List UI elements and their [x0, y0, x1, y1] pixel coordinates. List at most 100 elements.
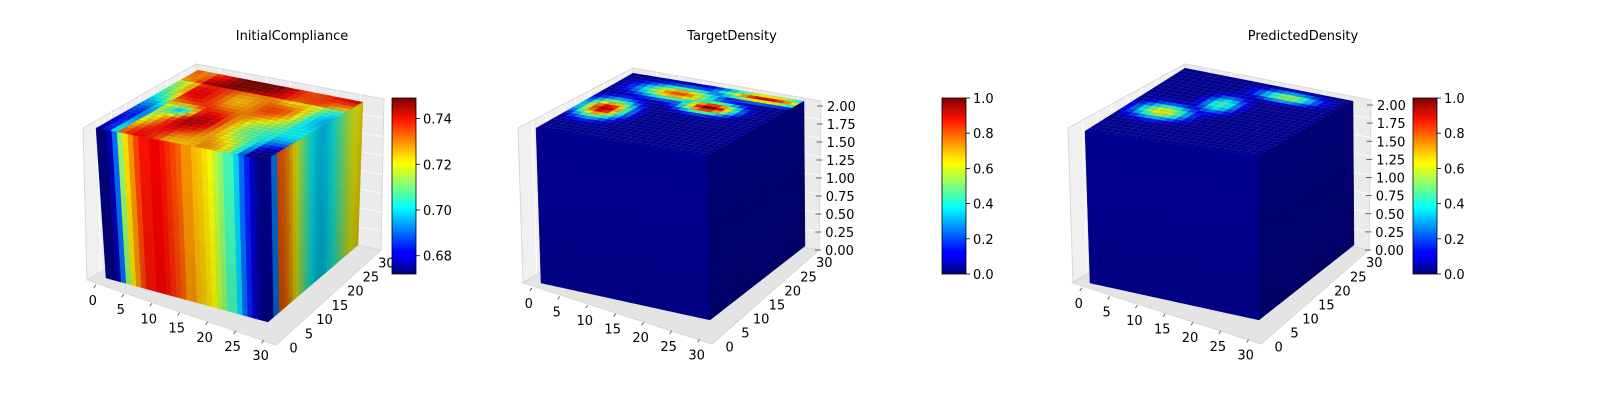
voxel-front [228, 168, 235, 187]
voxel-front [235, 233, 242, 252]
voxel-right [310, 191, 314, 210]
voxel-right [301, 166, 306, 186]
voxel-front [1225, 151, 1232, 169]
voxel-front [1098, 239, 1106, 257]
voxel-right [716, 164, 720, 184]
voxel-front [576, 243, 583, 262]
voxel-front [161, 186, 168, 204]
voxel-right [1318, 255, 1322, 274]
voxel-right [1347, 131, 1351, 149]
voxel-front [181, 174, 188, 193]
voxel-front [193, 224, 201, 242]
voxel-right [271, 218, 276, 238]
voxel-right [1257, 153, 1262, 173]
voxel-front [1096, 178, 1104, 195]
voxel-front [1131, 261, 1138, 279]
voxel-front [703, 285, 710, 304]
voxel-right [343, 139, 348, 158]
voxel-right [1320, 238, 1325, 257]
voxel-right [765, 227, 770, 246]
voxel-front [654, 195, 661, 213]
voxel-front [1225, 199, 1232, 218]
voxel-right [1305, 187, 1310, 206]
voxel-front [175, 281, 183, 299]
voxel-front [644, 241, 652, 260]
voxel-right [732, 219, 736, 239]
voxel-right [315, 232, 320, 252]
y-tick-label: 10 [316, 313, 333, 328]
voxel-front [1124, 198, 1131, 216]
voxel-front [1242, 251, 1249, 269]
voxel-front [1114, 226, 1121, 244]
voxel-right [1335, 212, 1340, 230]
voxel-front [246, 284, 253, 303]
voxel-front [545, 268, 552, 286]
voxel-right [731, 140, 735, 159]
voxel-right [327, 194, 332, 213]
voxel-right [295, 217, 299, 236]
voxel-right [749, 160, 754, 179]
voxel-right [797, 131, 802, 149]
voxel-right [1329, 201, 1334, 220]
voxel-front [671, 246, 678, 265]
voxel-right [798, 175, 802, 193]
voxel-front [1161, 204, 1168, 222]
voxel-right [746, 178, 751, 197]
voxel-right [270, 300, 274, 321]
voxel-front [701, 171, 708, 190]
voxel-right [712, 282, 716, 302]
voxel-right [789, 210, 794, 229]
voxel-right [750, 207, 754, 226]
voxel-front [1199, 227, 1206, 245]
voxel-front [221, 293, 228, 312]
z-tick-label: 1.00 [826, 172, 855, 187]
voxel-right [292, 188, 296, 207]
voxel-front [1209, 196, 1216, 215]
z-tick-label: 2.00 [827, 100, 856, 115]
voxel-right [708, 268, 713, 288]
voxel-right [788, 151, 793, 170]
voxel-right [295, 186, 299, 205]
x-tick-label: 25 [660, 340, 677, 355]
voxel-right [779, 127, 784, 146]
voxel-right [304, 226, 308, 245]
voxel-front [1176, 144, 1183, 162]
voxel-front [666, 245, 673, 264]
x-tick-label: 25 [224, 340, 241, 355]
voxel-front [230, 264, 238, 283]
voxel-right [1266, 164, 1271, 184]
voxel-front [659, 180, 666, 198]
voxel-right [774, 251, 779, 270]
voxel-right [307, 270, 311, 289]
voxel-front [260, 191, 267, 209]
voxel-right [271, 202, 276, 222]
voxel-front [184, 237, 191, 255]
y-tick-label: 30 [816, 256, 833, 271]
voxel-right [322, 138, 327, 157]
voxel-right [298, 199, 302, 219]
voxel-right [1279, 268, 1283, 289]
voxel-right [1332, 229, 1337, 248]
voxel-front [231, 280, 238, 299]
x-tick-label: 5 [117, 303, 125, 318]
voxel-front [661, 293, 669, 312]
voxel-front [1126, 275, 1133, 293]
voxel-front [597, 263, 605, 282]
voxel-front [248, 156, 256, 175]
voxel-right [292, 172, 297, 192]
voxel-front [611, 187, 619, 206]
voxel-right [1288, 262, 1292, 282]
voxel-front [212, 165, 219, 183]
voxel-right [1334, 109, 1339, 127]
voxel-front [594, 137, 601, 155]
voxel-right [1302, 143, 1306, 162]
voxel-front [1156, 203, 1163, 221]
voxel-front [1216, 278, 1223, 297]
voxel-front [619, 268, 626, 286]
voxel-front [605, 154, 612, 173]
voxel-right [1285, 264, 1289, 284]
voxel-front [1172, 206, 1179, 224]
voxel-front [250, 221, 257, 239]
z-tick-label: 0.50 [1376, 208, 1405, 223]
voxel-right [792, 237, 797, 256]
